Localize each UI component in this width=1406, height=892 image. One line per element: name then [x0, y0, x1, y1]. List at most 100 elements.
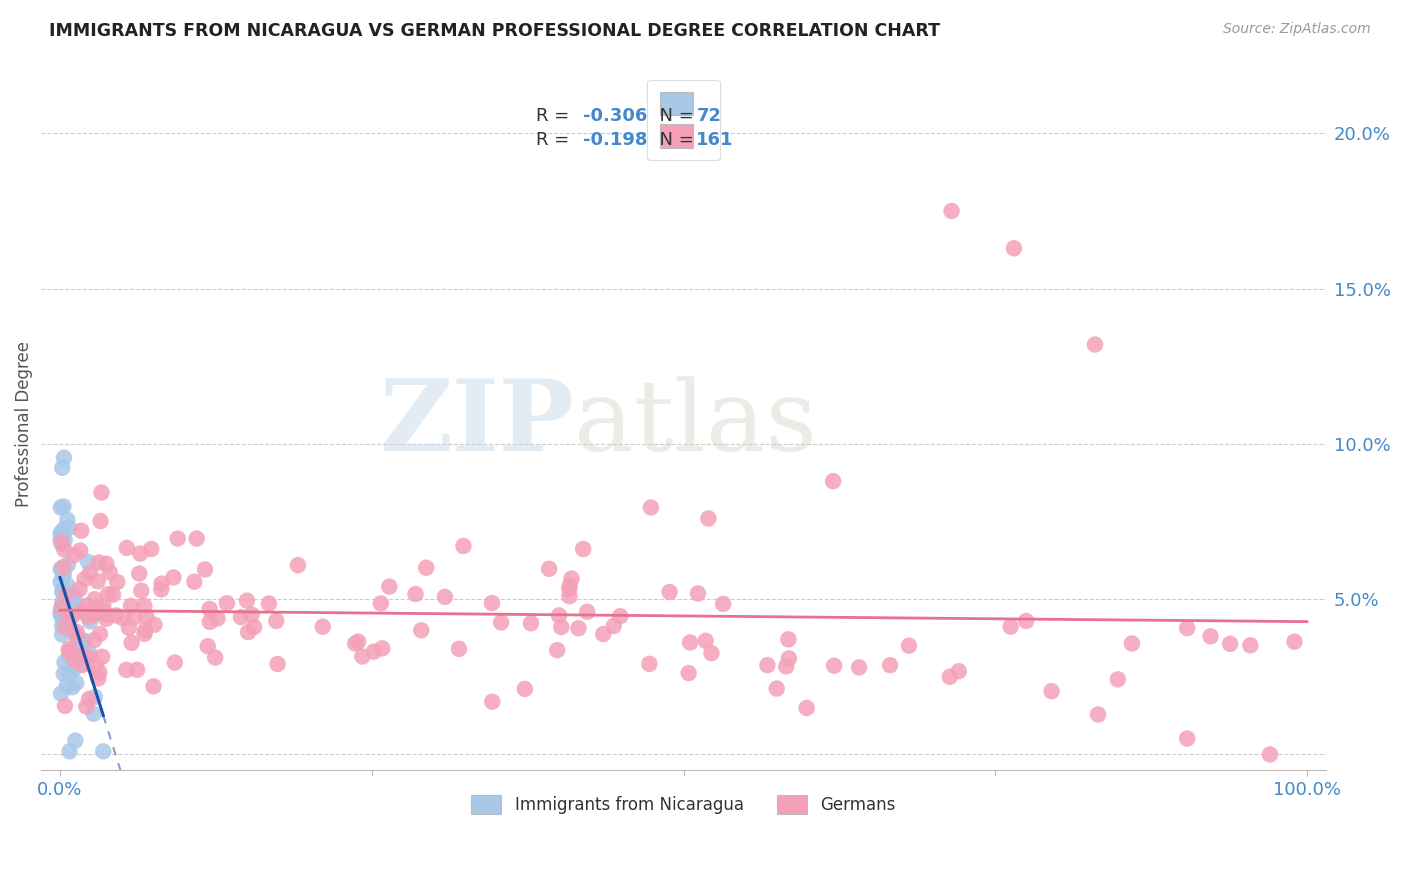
Point	[65, 675, 87, 690]
Point	[56, 578, 79, 592]
Point	[371, 641, 394, 656]
Point	[433, 590, 456, 604]
Point	[897, 639, 920, 653]
Point	[848, 660, 870, 674]
Point	[118, 621, 141, 635]
Point	[240, 607, 263, 622]
Point	[65, 733, 87, 747]
Point	[134, 599, 156, 613]
Point	[163, 656, 186, 670]
Point	[453, 539, 475, 553]
Point	[98, 566, 121, 580]
Point	[91, 649, 114, 664]
Point	[1107, 673, 1129, 687]
Point	[87, 672, 110, 686]
Point	[481, 695, 503, 709]
Point	[558, 589, 581, 603]
Point	[49, 605, 72, 619]
Point	[756, 658, 779, 673]
Point	[93, 599, 115, 613]
Text: Source: ZipAtlas.com: Source: ZipAtlas.com	[1223, 22, 1371, 37]
Point	[129, 583, 152, 598]
Point	[53, 655, 76, 669]
Point	[1087, 707, 1109, 722]
Point	[96, 557, 118, 571]
Point	[59, 622, 82, 636]
Point	[778, 632, 800, 647]
Point	[546, 643, 568, 657]
Point	[134, 627, 156, 641]
Point	[96, 612, 118, 626]
Point	[548, 608, 571, 623]
Point	[105, 575, 128, 590]
Point	[58, 613, 80, 627]
Point	[86, 601, 108, 615]
Point	[62, 608, 84, 623]
Point	[207, 611, 229, 625]
Point	[124, 610, 146, 624]
Point	[194, 562, 217, 576]
Point	[58, 649, 80, 664]
Point	[115, 663, 138, 677]
Point	[105, 608, 128, 623]
Point	[121, 636, 143, 650]
Point	[82, 603, 104, 617]
Point	[129, 547, 152, 561]
Point	[49, 575, 72, 590]
Point	[352, 649, 374, 664]
Point	[378, 580, 401, 594]
Point	[264, 614, 287, 628]
Point	[128, 566, 150, 581]
Point	[1002, 241, 1025, 255]
Point	[344, 636, 367, 650]
Point	[52, 500, 75, 514]
Point	[63, 588, 86, 602]
Point	[489, 615, 512, 630]
Point	[609, 609, 631, 624]
Point	[1239, 638, 1261, 652]
Point	[56, 679, 79, 693]
Text: 72: 72	[696, 106, 721, 125]
Point	[1175, 731, 1198, 746]
Point	[686, 586, 709, 600]
Point	[1000, 619, 1022, 633]
Point	[83, 592, 105, 607]
Point	[775, 659, 797, 673]
Point	[91, 744, 114, 758]
Point	[941, 204, 963, 219]
Point	[66, 634, 89, 648]
Point	[76, 599, 98, 613]
Point	[51, 602, 73, 616]
Point	[70, 524, 93, 538]
Point	[86, 574, 108, 589]
Point	[678, 666, 700, 681]
Point	[72, 604, 94, 618]
Point	[1040, 684, 1063, 698]
Point	[135, 610, 157, 624]
Point	[51, 584, 73, 599]
Point	[82, 607, 104, 622]
Point	[198, 615, 221, 629]
Point	[567, 621, 589, 635]
Point	[69, 582, 91, 597]
Point	[1015, 614, 1038, 628]
Point	[415, 560, 437, 574]
Point	[236, 593, 259, 607]
Point	[513, 681, 536, 696]
Point	[49, 607, 72, 622]
Point	[142, 679, 165, 693]
Point	[83, 633, 105, 648]
Point	[215, 596, 238, 610]
Point	[56, 622, 79, 636]
Point	[111, 611, 134, 625]
Point	[370, 596, 392, 610]
Point	[49, 525, 72, 540]
Point	[363, 645, 385, 659]
Point	[52, 523, 75, 537]
Point	[63, 653, 86, 667]
Point	[75, 699, 97, 714]
Point	[58, 521, 80, 535]
Point	[711, 597, 734, 611]
Point	[603, 619, 626, 633]
Point	[243, 620, 266, 634]
